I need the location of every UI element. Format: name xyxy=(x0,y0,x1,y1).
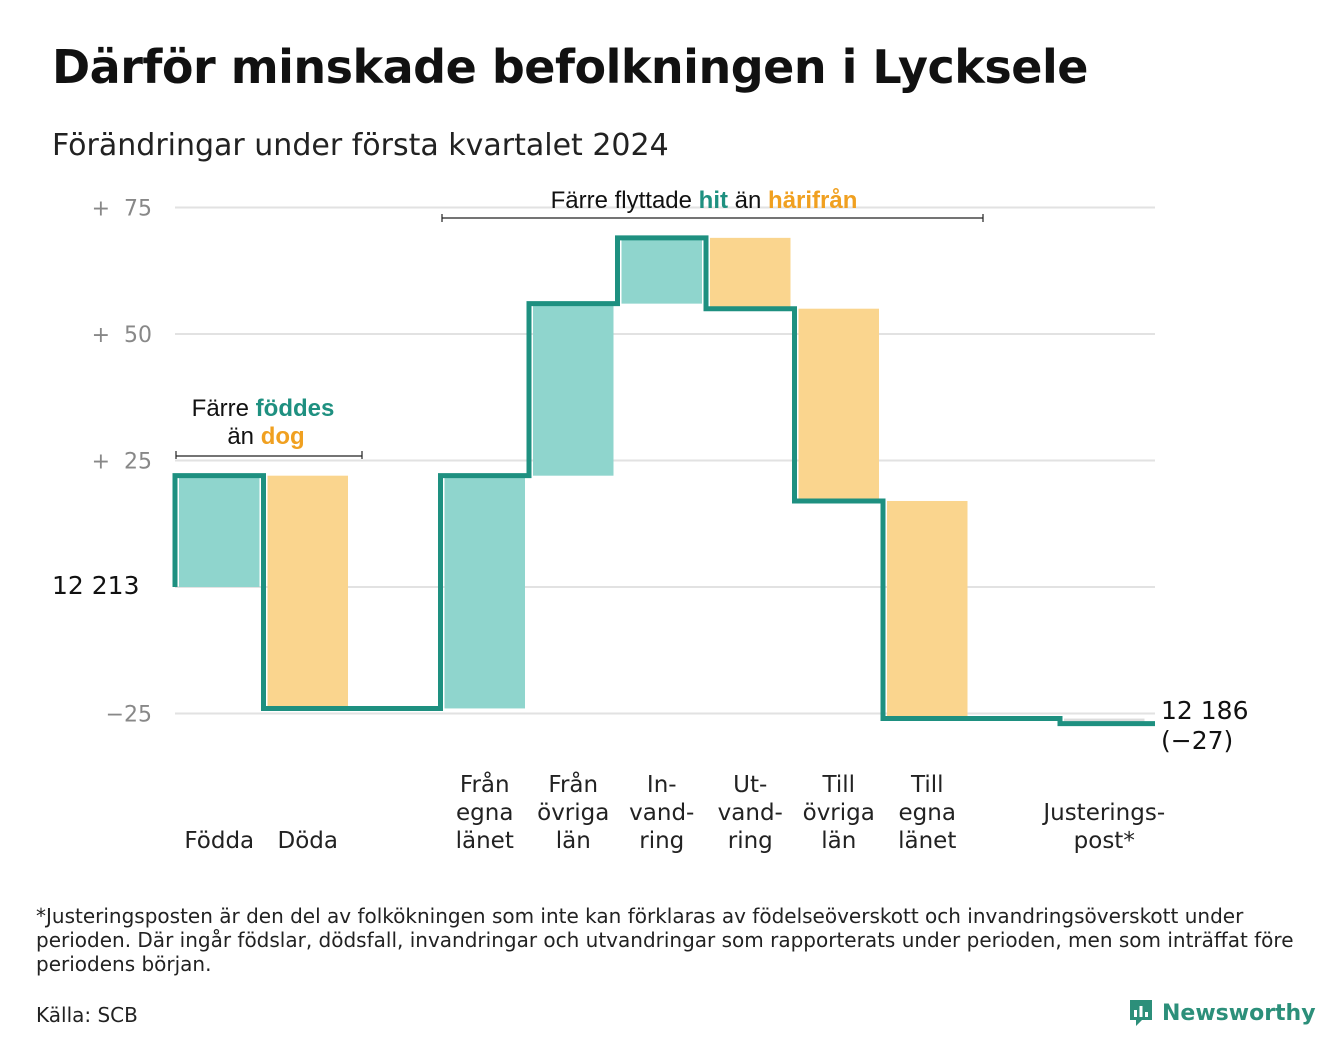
y-tick-label: −25 xyxy=(106,703,152,728)
waterfall-chart: + 75+ 50+ 25−25 Födda DödaFrånegnalänetFr… xyxy=(52,187,1248,854)
category-label: Ut- xyxy=(733,772,767,798)
moves-annotation-text: Färre flyttade hit än härifrån xyxy=(551,187,858,214)
source-label: Källa: SCB xyxy=(36,1003,138,1027)
moves-annotation-highlight-hit: hit xyxy=(699,187,728,214)
chart-title: Därför minskade befolkningen i Lycksele xyxy=(52,40,1088,94)
deaths-annotation-highlight: dog xyxy=(261,423,305,450)
category-label: vand- xyxy=(629,800,694,826)
y-axis-ticks: + 75 + 50 + 25 −25 xyxy=(92,197,152,728)
category-label: ring xyxy=(639,828,684,854)
end-value-label: 12 186 xyxy=(1161,696,1248,725)
category-label: övriga xyxy=(803,800,875,826)
bars xyxy=(179,237,1145,724)
end-change-label: (−27) xyxy=(1161,726,1233,755)
category-label: Till xyxy=(910,772,944,798)
bar xyxy=(533,303,614,476)
bar xyxy=(179,475,260,587)
moves-annotation: Färre flyttade hit än härifrån xyxy=(441,187,984,222)
footnote: *Justeringsposten är den del av folkökni… xyxy=(36,904,1294,976)
births-annotation-line1: Färre föddes xyxy=(192,395,335,422)
bar xyxy=(267,475,348,709)
category-label: post* xyxy=(1074,828,1135,854)
category-label: Döda xyxy=(278,828,338,854)
moves-annotation-mid: än xyxy=(728,187,768,214)
category-label: Från xyxy=(460,770,510,798)
category-labels: Födda DödaFrånegnalänetFrånövrigalänIn-va… xyxy=(184,770,1165,854)
bar xyxy=(621,237,702,304)
y-tick-label: + 50 xyxy=(92,323,152,348)
moves-annotation-highlight-harifran: härifrån xyxy=(768,187,857,214)
deaths-annotation-pre: än xyxy=(227,423,260,450)
running-total-line xyxy=(172,235,1155,727)
births-annotation-bracket xyxy=(175,451,363,459)
bar xyxy=(710,237,791,309)
brand-name: Newsworthy xyxy=(1162,1000,1316,1026)
category-label: egna xyxy=(899,800,956,826)
bar xyxy=(444,475,525,709)
births-annotation: Färre föddes än dog xyxy=(175,395,363,459)
moves-annotation-bracket xyxy=(441,214,984,222)
category-label: egna xyxy=(456,800,513,826)
category-label: vand- xyxy=(718,800,783,826)
category-label: län xyxy=(556,828,591,854)
category-label: Från xyxy=(548,770,598,798)
y-tick-label: + 25 xyxy=(92,450,152,475)
bar xyxy=(887,500,968,719)
start-value-label: 12 213 xyxy=(52,571,139,600)
category-label: län xyxy=(821,828,856,854)
category-label: länet xyxy=(456,828,514,854)
category-label: Till xyxy=(821,772,855,798)
category-label: övriga xyxy=(537,800,609,826)
brand-logo: Newsworthy xyxy=(1128,998,1316,1028)
y-tick-label: + 75 xyxy=(92,197,152,222)
births-annotation-line2: än dog xyxy=(227,423,304,450)
births-annotation-pre: Färre xyxy=(192,395,256,422)
bar xyxy=(798,308,879,501)
category-label: In- xyxy=(647,772,677,798)
category-label: Födda xyxy=(184,828,254,854)
category-label: länet xyxy=(898,828,956,854)
moves-annotation-pre: Färre flyttade xyxy=(551,187,699,214)
bar xyxy=(1064,718,1145,724)
newsworthy-logo-icon xyxy=(1130,1000,1152,1026)
chart-subtitle: Förändringar under första kvartalet 2024 xyxy=(52,128,669,163)
category-label: Justerings- xyxy=(1041,800,1165,826)
births-annotation-highlight: föddes xyxy=(256,395,335,422)
category-label: ring xyxy=(728,828,773,854)
